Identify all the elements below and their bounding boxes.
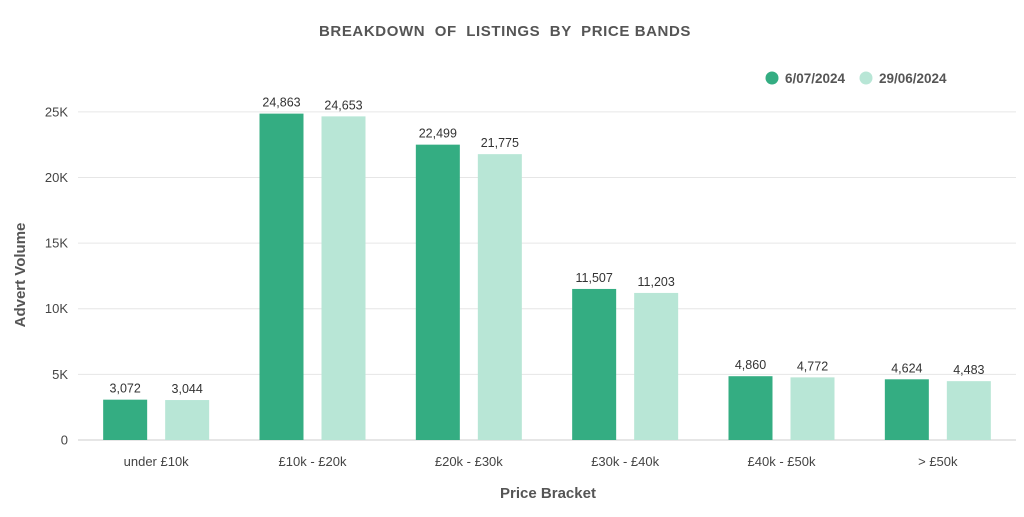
data-label: 22,499	[419, 127, 457, 141]
bar	[321, 116, 366, 440]
bar	[634, 292, 679, 440]
data-label: 4,860	[735, 358, 766, 372]
bar	[165, 400, 210, 440]
y-tick-label: 15K	[45, 236, 68, 251]
grid	[78, 111, 1016, 441]
legend[interactable]: 6/07/2024 29/06/2024	[765, 71, 948, 86]
x-axis-title: Price Bracket	[500, 485, 596, 502]
x-tick-label: £30k - £40k	[591, 454, 659, 469]
data-label: 3,072	[110, 382, 141, 396]
bar	[259, 113, 304, 441]
legend-marker	[765, 71, 779, 85]
x-tick-label: > £50k	[918, 454, 958, 469]
bar	[477, 154, 522, 441]
bar	[103, 399, 148, 440]
data-label: 11,507	[576, 271, 613, 285]
data-label: 24,863	[262, 96, 300, 110]
bar	[728, 376, 773, 440]
bar	[884, 379, 929, 440]
y-tick-label: 25K	[45, 104, 68, 119]
data-labels: 3,072 3,044 24,863 24,653 22,499 21,775 11,507…	[110, 96, 985, 396]
data-label: 4,483	[953, 363, 984, 377]
data-label: 4,772	[797, 359, 828, 373]
x-axis-ticks: under £10k £10k - £20k £20k - £30k £30k - £…	[124, 454, 958, 469]
bar	[946, 381, 991, 440]
data-label: 4,624	[891, 361, 922, 375]
bar	[572, 288, 617, 440]
legend-label: 6/07/2024	[785, 71, 846, 86]
x-tick-label: under £10k	[124, 454, 190, 469]
chart-title: BREAKDOWN OF LISTINGS BY PRICE BANDS	[319, 23, 691, 40]
x-tick-label: £20k - £30k	[435, 454, 503, 469]
data-label: 21,775	[481, 136, 519, 150]
data-label: 24,653	[324, 98, 362, 112]
y-axis-ticks: 0 5K 10K 15K 20K 25K	[45, 104, 68, 447]
bar	[790, 377, 835, 440]
legend-label: 29/06/2024	[879, 71, 947, 86]
y-axis-title: Advert Volume	[12, 223, 29, 328]
y-tick-label: 5K	[52, 367, 68, 382]
legend-item[interactable]: 6/07/2024	[765, 71, 846, 86]
y-tick-label: 20K	[45, 170, 68, 185]
y-tick-label: 10K	[45, 301, 68, 316]
bars	[103, 113, 991, 441]
y-tick-label: 0	[61, 433, 68, 448]
data-label: 3,044	[172, 382, 203, 396]
data-label: 11,203	[638, 275, 675, 289]
x-tick-label: £40k - £50k	[748, 454, 816, 469]
legend-item[interactable]: 29/06/2024	[859, 71, 948, 86]
legend-marker	[859, 71, 873, 85]
bar	[415, 144, 460, 441]
x-tick-label: £10k - £20k	[279, 454, 347, 469]
